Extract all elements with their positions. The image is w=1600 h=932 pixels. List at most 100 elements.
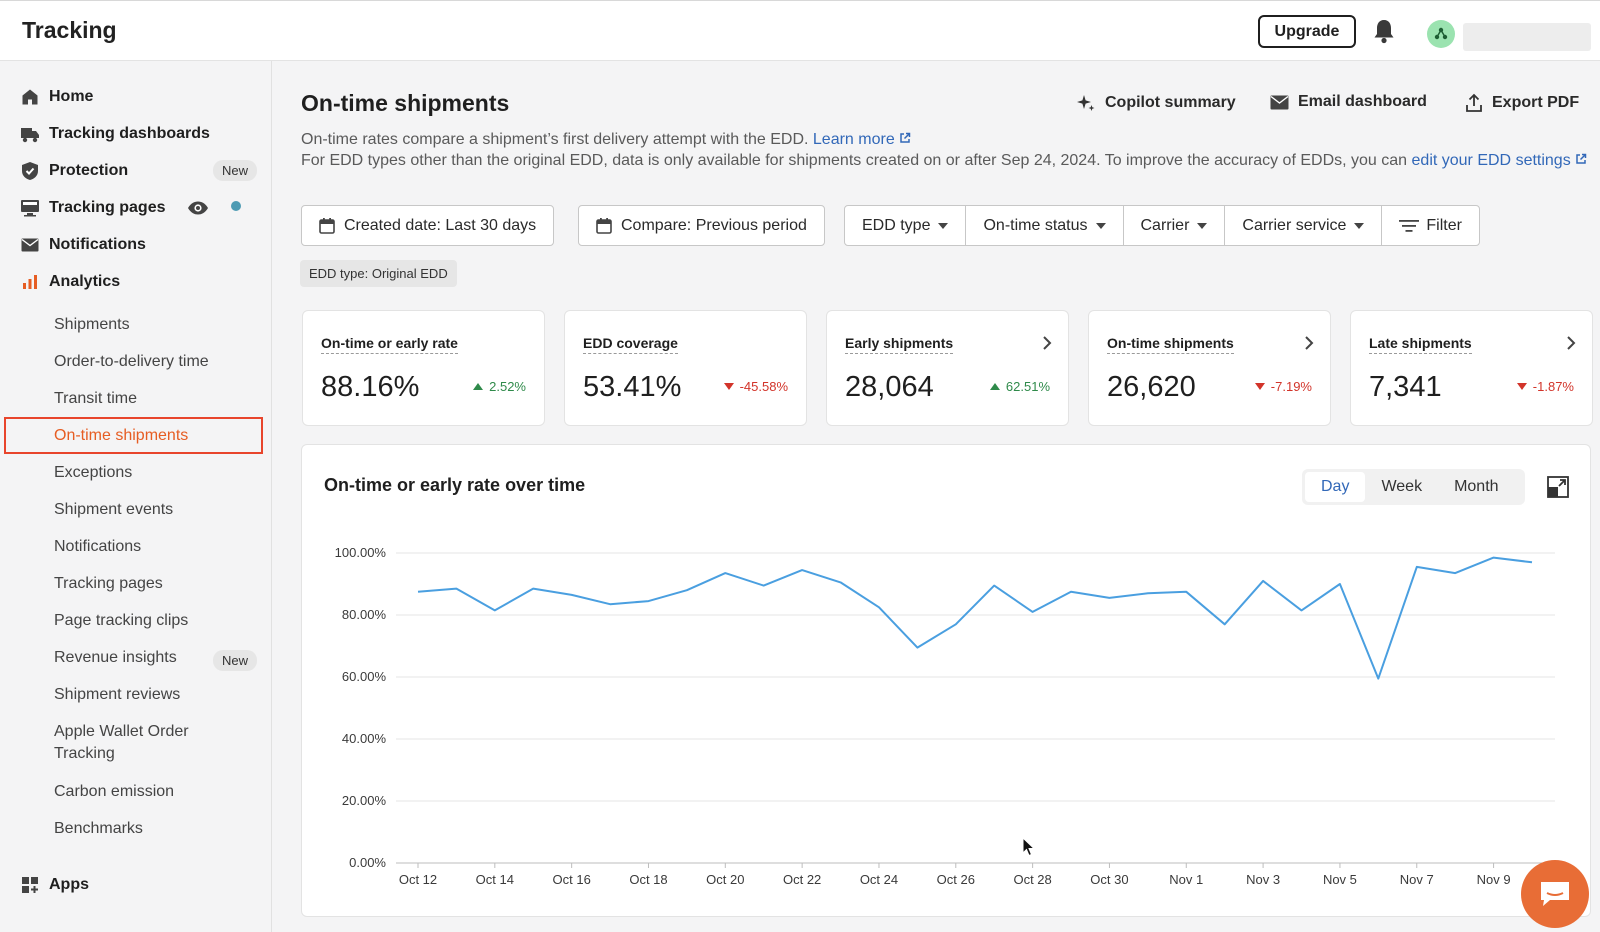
- metric-card-on-time-or-early-rate[interactable]: On-time or early rate 88.16% 2.52%: [302, 310, 545, 426]
- data-point: [569, 592, 575, 598]
- caret-down-icon: [1354, 222, 1365, 229]
- sidebar-subitem-shipment-events[interactable]: Shipment events: [54, 501, 174, 518]
- learn-more-link[interactable]: Learn more: [813, 131, 911, 148]
- data-point: [492, 607, 498, 613]
- y-tick-label: 0.00%: [349, 855, 386, 870]
- chevron-right-icon[interactable]: [1566, 335, 1576, 351]
- y-tick-label: 100.00%: [335, 545, 387, 560]
- active-filter-chip[interactable]: EDD type: Original EDD: [300, 260, 457, 287]
- chat-button[interactable]: [1521, 860, 1589, 928]
- data-point: [684, 587, 690, 593]
- sidebar-item-label: Home: [49, 88, 94, 105]
- x-tick-label: Oct 24: [860, 872, 898, 887]
- email-dashboard-label: Email dashboard: [1298, 93, 1427, 110]
- metric-card-on-time-shipments[interactable]: On-time shipments 26,620 -7.19%: [1088, 310, 1331, 426]
- sidebar-item-tracking-pages[interactable]: Tracking pages: [20, 195, 166, 221]
- y-tick-label: 60.00%: [342, 669, 387, 684]
- granularity-month[interactable]: Month: [1454, 478, 1499, 495]
- edit-edd-settings-link[interactable]: edit your EDD settings: [1412, 152, 1588, 169]
- bar-chart-icon: [20, 272, 40, 292]
- edd-type-dropdown[interactable]: EDD type: [845, 206, 967, 245]
- sidebar-subitem-notifications[interactable]: Notifications: [54, 538, 142, 555]
- sidebar-subitem-tracking-pages[interactable]: Tracking pages: [54, 575, 163, 592]
- export-pdf-button[interactable]: Export PDF: [1465, 93, 1579, 113]
- sidebar-subitem-benchmarks[interactable]: Benchmarks: [54, 820, 143, 837]
- granularity-week[interactable]: Week: [1381, 478, 1423, 495]
- avatar[interactable]: [1427, 20, 1455, 48]
- sidebar-subitem-revenue-insights[interactable]: Revenue insights: [54, 649, 177, 666]
- eye-icon[interactable]: [187, 200, 209, 221]
- copilot-summary-button[interactable]: Copilot summary: [1076, 93, 1236, 113]
- data-point: [1106, 595, 1112, 601]
- carrier-dropdown[interactable]: Carrier: [1124, 206, 1226, 245]
- x-tick-label: Nov 7: [1400, 872, 1434, 887]
- sidebar-item-notifications[interactable]: Notifications: [20, 232, 146, 258]
- x-tick-label: Oct 22: [783, 872, 821, 887]
- sidebar-subitem-carbon-emission[interactable]: Carbon emission: [54, 783, 175, 800]
- x-tick-label: Oct 30: [1090, 872, 1128, 887]
- carrier-service-dropdown[interactable]: Carrier service: [1225, 206, 1383, 245]
- filter-group: EDD type On-time status Carrier Carrier …: [844, 205, 1480, 246]
- filter-button[interactable]: Filter: [1382, 206, 1479, 245]
- sidebar-subitem-on-time-shipments[interactable]: On-time shipments: [54, 427, 189, 444]
- metric-label: EDD coverage: [583, 335, 678, 354]
- data-point: [838, 579, 844, 585]
- sidebar-item-label: Tracking pages: [49, 199, 166, 216]
- data-point: [722, 570, 728, 576]
- sidebar-item-label: Notifications: [49, 236, 146, 253]
- expand-icon[interactable]: [1547, 476, 1569, 503]
- data-point: [1222, 621, 1228, 627]
- copilot-summary-label: Copilot summary: [1105, 94, 1236, 111]
- sidebar-item-apps[interactable]: Apps: [20, 872, 89, 898]
- sidebar-item-tracking-dashboards[interactable]: Tracking dashboards: [20, 121, 210, 147]
- data-point: [914, 645, 920, 651]
- x-tick-label: Oct 16: [553, 872, 591, 887]
- sidebar-item-analytics[interactable]: Analytics: [20, 269, 120, 295]
- apps-grid-icon: [20, 875, 40, 895]
- user-name-placeholder[interactable]: [1463, 23, 1591, 51]
- chevron-right-icon[interactable]: [1042, 335, 1052, 351]
- data-point: [1337, 581, 1343, 587]
- data-point: [1529, 559, 1535, 565]
- on-time-status-dropdown[interactable]: On-time status: [966, 206, 1124, 245]
- created-date-filter-label: Created date: Last 30 days: [344, 216, 537, 234]
- y-tick-label: 20.00%: [342, 793, 387, 808]
- sidebar-subitem-apple-wallet-order-tracking[interactable]: Apple Wallet Order Tracking: [54, 723, 189, 762]
- sidebar-subitem-order-to-delivery-time[interactable]: Order-to-delivery time: [54, 353, 209, 370]
- sidebar-item-protection[interactable]: Protection: [20, 158, 128, 184]
- sidebar-subitem-page-tracking-clips[interactable]: Page tracking clips: [54, 612, 189, 629]
- metric-value: 28,064: [845, 371, 934, 403]
- page-description: On-time rates compare a shipment’s first…: [301, 129, 1591, 171]
- data-point: [453, 586, 459, 592]
- arrow-down-icon: [1254, 383, 1265, 390]
- sidebar-subitem-transit-time[interactable]: Transit time: [54, 390, 137, 407]
- sidebar-subitem-shipments[interactable]: Shipments: [54, 316, 130, 333]
- granularity-day[interactable]: Day: [1305, 472, 1366, 502]
- bell-icon[interactable]: [1372, 18, 1396, 44]
- sidebar-subitem-exceptions[interactable]: Exceptions: [54, 464, 133, 481]
- x-tick-label: Oct 28: [1013, 872, 1051, 887]
- calendar-icon: [596, 218, 612, 234]
- metric-change: -45.58%: [723, 379, 788, 394]
- caret-down-icon: [1095, 222, 1106, 229]
- metric-card-early-shipments[interactable]: Early shipments 28,064 62.51%: [826, 310, 1069, 426]
- arrow-down-icon: [1516, 383, 1527, 390]
- upgrade-button[interactable]: Upgrade: [1258, 15, 1356, 48]
- filter-icon: [1399, 219, 1420, 232]
- sidebar-item-home[interactable]: Home: [20, 84, 93, 110]
- created-date-filter[interactable]: Created date: Last 30 days: [301, 205, 555, 246]
- app-title: Tracking: [22, 17, 117, 43]
- data-point: [1068, 589, 1074, 595]
- sidebar-subitem-shipment-reviews[interactable]: Shipment reviews: [54, 686, 181, 703]
- data-point: [1414, 564, 1420, 570]
- compare-filter[interactable]: Compare: Previous period: [578, 205, 825, 246]
- metric-value: 53.41%: [583, 371, 682, 403]
- chevron-right-icon[interactable]: [1304, 335, 1314, 351]
- new-badge: New: [213, 160, 258, 181]
- metric-card-edd-coverage[interactable]: EDD coverage 53.41% -45.58%: [564, 310, 807, 426]
- y-tick-label: 80.00%: [342, 607, 387, 622]
- email-dashboard-button[interactable]: Email dashboard: [1270, 93, 1427, 111]
- sidebar-item-label: Analytics: [49, 273, 121, 290]
- metric-change: -7.19%: [1254, 379, 1312, 394]
- metric-card-late-shipments[interactable]: Late shipments 7,341 -1.87%: [1350, 310, 1593, 426]
